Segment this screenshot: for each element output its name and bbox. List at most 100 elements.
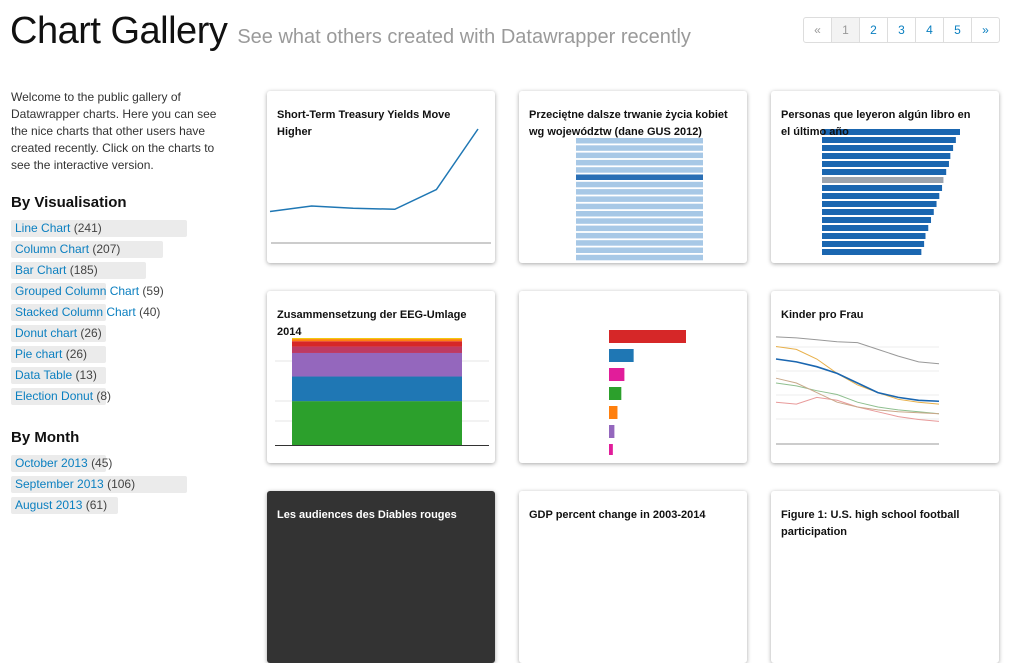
filter-label: Grouped Column Chart (59) [11,284,164,298]
bar [822,193,940,199]
filter-count: (40) [139,305,161,319]
chart-card-eeg-umlage[interactable]: Zusammensetzung der EEG-Umlage 2014 [267,291,495,463]
filter-link[interactable]: Line Chart [15,221,71,235]
page-subtitle: See what others created with Datawrapper… [237,26,691,48]
filter-count-bar [11,283,106,300]
bar [576,211,703,217]
chart-card-title: Kinder pro Frau [781,309,864,321]
chart-card-title: Przeciętne dalsze trwanie życia kobiet w… [529,109,728,138]
visualisation-filter-list: Line Chart (241) Column Chart (207) Bar Ch… [11,220,226,409]
filter-item[interactable]: Column Chart (207) [11,241,226,262]
pagination-page-2[interactable]: 2 [859,18,887,42]
filter-item[interactable]: Line Chart (241) [11,220,226,241]
stack-segment [292,352,462,377]
filter-label: Data Table (13) [11,368,97,382]
by-visualisation-heading: By Visualisation [11,194,127,211]
bar [576,225,703,232]
filter-item[interactable]: Election Donut (8) [11,388,226,409]
bar [609,330,686,343]
chart-card-life-expectancy[interactable]: Przeciętne dalsze trwanie życia kobiet w… [519,91,747,263]
bar [576,247,703,253]
chart-card-title: Short-Term Treasury Yields Move Higher [277,109,451,138]
filter-count: (61) [85,498,108,512]
filter-item[interactable]: Grouped Column Chart (59) [11,283,226,304]
filter-count-bar [11,388,106,405]
bar [822,145,954,151]
bar [822,225,929,231]
bar-chart-thumbnail [576,138,703,261]
bar [822,233,926,239]
filter-label: October 2013 (45) [11,456,112,470]
bar [576,145,703,151]
filter-label: Donut chart (26) [11,326,102,340]
pagination-page-4[interactable]: 4 [915,18,943,42]
line-series [775,377,940,415]
line-chart-thumbnail [269,128,491,244]
pagination-next[interactable]: » [971,18,999,42]
filter-count: (59) [142,284,164,298]
bar [609,444,613,455]
filter-link[interactable]: Pie chart [15,347,63,361]
filter-link[interactable]: Column Chart [15,242,90,256]
stack-segment [292,346,462,353]
filter-link[interactable]: August 2013 [15,498,83,512]
filter-count: (241) [73,221,102,235]
filter-item[interactable]: Pie chart (26) [11,346,226,367]
filter-count-bar [11,455,106,472]
filter-link[interactable]: Grouped Column Chart [15,284,140,298]
pagination-page-3[interactable]: 3 [887,18,915,42]
chart-card-diables-rouges[interactable]: Les audiences des Diables rouges [267,491,495,663]
filter-item[interactable]: Bar Chart (185) [11,262,226,283]
chart-card-gdp-change[interactable]: GDP percent change in 2003-2014 [519,491,747,663]
line-chart-thumbnail [775,336,940,445]
filter-link[interactable]: Election Donut [15,389,94,403]
filter-link[interactable]: Bar Chart [15,263,67,277]
stack-segment [292,341,462,347]
chart-card-football-participation[interactable]: Figure 1: U.S. high school football part… [771,491,999,663]
filter-count-bar [11,304,106,321]
bar [576,159,703,166]
pagination-prev[interactable]: « [814,23,821,37]
chart-card-untitled-bars[interactable] [519,291,747,463]
bar [576,181,703,188]
bar [822,137,956,143]
filter-label: Election Donut (8) [11,389,111,403]
page-header: Chart Gallery See what others created wi… [10,10,691,53]
bar [576,167,703,173]
stack-segment [292,401,462,445]
bar [576,240,703,246]
bar [822,249,922,255]
filter-count: (26) [65,347,88,361]
filter-link[interactable]: September 2013 [15,477,104,491]
bar [576,152,703,159]
filter-item[interactable]: Donut chart (26) [11,325,226,346]
filter-item[interactable]: Stacked Column Chart (40) [11,304,226,325]
filter-item[interactable]: October 2013 (45) [11,455,226,476]
filter-link[interactable]: October 2013 [15,456,88,470]
chart-card-treasury-yields[interactable]: Short-Term Treasury Yields Move Higher [267,91,495,263]
filter-link[interactable]: Donut chart [15,326,78,340]
filter-item[interactable]: August 2013 (61) [11,497,226,518]
bar [609,368,625,381]
filter-item[interactable]: Data Table (13) [11,367,226,388]
bar [822,153,951,159]
bar-chart-thumbnail [609,330,686,455]
filter-link[interactable]: Data Table [15,368,73,382]
pagination-page-5[interactable]: 5 [943,18,971,42]
chart-card-kinder-pro-frau[interactable]: Kinder pro Frau [771,291,999,463]
pagination: « 1 2 3 4 5 » [803,17,1000,43]
bar [822,129,960,135]
bar [822,161,949,167]
filter-link[interactable]: Stacked Column Chart [15,305,136,319]
filter-count: (185) [69,263,98,277]
line-series [269,128,479,213]
bar [822,185,943,191]
filter-item[interactable]: September 2013 (106) [11,476,226,497]
pagination-page-1[interactable]: 1 [831,18,859,42]
filter-count: (13) [75,368,97,382]
bar [576,232,703,239]
chart-card-title: Personas que leyeron algún libro en el ú… [781,109,971,138]
chart-card-book-readers[interactable]: Personas que leyeron algún libro en el ú… [771,91,999,263]
filter-count: (207) [92,242,121,256]
line-series [775,358,940,403]
